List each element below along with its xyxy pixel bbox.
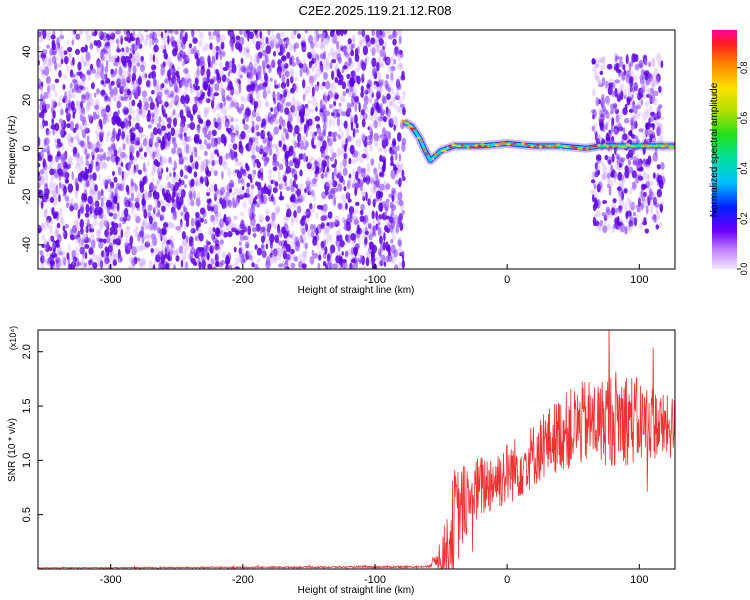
spectrogram-frame <box>37 29 676 270</box>
snr-panel: -300 -200 -100 0 100 0.5 1.0 1.5 2.0 Height of … <box>7 326 676 596</box>
spectrogram-y-tick-label: -20 <box>21 189 33 205</box>
snr-x-label: Height of straight line (km) <box>298 585 415 596</box>
colorbar-tick-label: 0.2 <box>739 212 749 225</box>
spectrogram-y-tick-label: 40 <box>21 46 33 58</box>
snr-y-tick-label: 1.5 <box>21 398 33 413</box>
spectrogram-y-tick-label: 0 <box>21 145 33 151</box>
snr-y-ticks: 0.5 1.0 1.5 2.0 <box>21 344 43 522</box>
snr-x-tick-label: -100 <box>364 574 386 586</box>
figure-title: C2E2.2025.119.21.12.R08 <box>299 3 452 18</box>
spectrogram-x-tick-label: 100 <box>630 274 648 286</box>
snr-x-tick-label: 100 <box>630 574 648 586</box>
spectrogram-x-tick-label: -200 <box>232 274 254 286</box>
noise-region-0 <box>38 30 407 269</box>
snr-plot-area <box>38 330 675 569</box>
snr-frame <box>37 329 676 570</box>
snr-x-tick-label: 0 <box>504 574 510 586</box>
snr-x-tick-label: -200 <box>232 574 254 586</box>
spectrogram-x-ticks: -300 -200 -100 0 100 <box>100 264 648 286</box>
spectrogram-x-label: Height of straight line (km) <box>298 285 415 296</box>
spectrogram-y-ticks: -40 -20 0 20 40 <box>21 46 43 253</box>
snr-series-line <box>38 330 675 569</box>
spectrogram-x-tick-label: 0 <box>504 274 510 286</box>
colorbar-tick-label: 0.4 <box>739 162 749 175</box>
spectrogram-x-tick-label: -300 <box>100 274 122 286</box>
colorbar-label: Normalized spectral amplitude <box>709 82 720 217</box>
snr-y-tick-label: 1.0 <box>21 453 33 468</box>
snr-y-tick-label: 0.5 <box>21 507 33 522</box>
snr-y-label: SNR (10 * v/v) <box>7 418 18 482</box>
snr-y-multiplier: (x10⁴) <box>8 326 18 350</box>
snr-x-tick-label: -300 <box>100 574 122 586</box>
colorbar-ticks: 0.0 0.2 0.4 0.6 0.8 <box>737 61 749 275</box>
colorbar-gradient <box>712 30 737 269</box>
snr-x-ticks: -300 -200 -100 0 100 <box>100 564 648 586</box>
signal-track <box>401 117 675 165</box>
spectrogram-marks <box>38 30 675 269</box>
spectrogram-y-label: Frequency (Hz) <box>7 116 18 185</box>
colorbar-tick-label: 0.0 <box>739 263 749 276</box>
colorbar-tick-label: 0.8 <box>739 61 749 74</box>
spectrogram-x-tick-label: -100 <box>364 274 386 286</box>
snr-y-tick-label: 2.0 <box>21 344 33 359</box>
spectrogram-y-tick-label: 20 <box>21 94 33 106</box>
colorbar: 0.0 0.2 0.4 0.6 0.8 Normalized spectral ampl… <box>709 30 749 275</box>
colorbar-tick-label: 0.6 <box>739 112 749 125</box>
spectrogram-y-tick-label: -40 <box>21 237 33 253</box>
